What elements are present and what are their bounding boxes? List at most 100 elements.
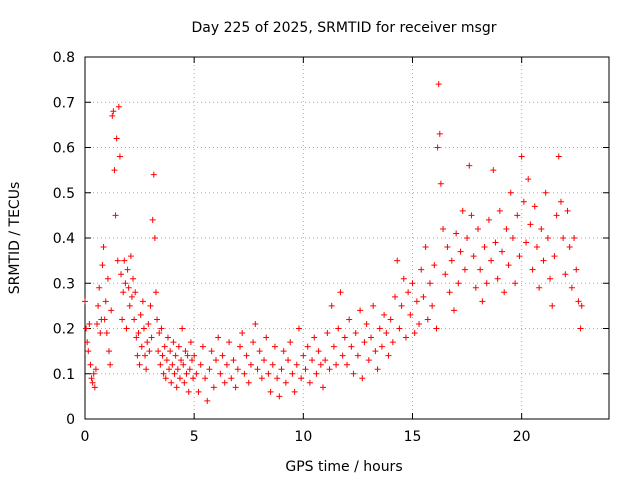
y-tick-label: 0.4 bbox=[53, 231, 75, 247]
data-point bbox=[293, 361, 300, 368]
data-point bbox=[217, 370, 224, 377]
data-point bbox=[210, 384, 217, 391]
data-point bbox=[183, 370, 190, 377]
data-point bbox=[291, 388, 298, 395]
y-axis-ticks: 0 0.1 0.2 0.3 0.4 0.5 0.6 0.7 0.8 bbox=[53, 50, 609, 428]
data-point bbox=[400, 275, 407, 282]
data-point bbox=[540, 257, 547, 264]
data-point bbox=[466, 162, 473, 169]
data-point bbox=[525, 176, 532, 183]
data-point bbox=[422, 244, 429, 251]
data-point bbox=[435, 81, 442, 88]
data-point bbox=[409, 280, 416, 287]
data-point bbox=[485, 216, 492, 223]
data-point bbox=[154, 316, 161, 323]
data-point bbox=[457, 248, 464, 255]
data-point bbox=[140, 325, 147, 332]
data-point bbox=[566, 244, 573, 251]
x-axis-ticks: 0 5 10 15 20 bbox=[81, 57, 531, 445]
data-point bbox=[575, 298, 582, 305]
data-point bbox=[186, 366, 193, 373]
data-point bbox=[368, 334, 375, 341]
data-point bbox=[187, 339, 194, 346]
data-point bbox=[156, 330, 163, 337]
data-point bbox=[138, 343, 145, 350]
data-point bbox=[553, 212, 560, 219]
data-point bbox=[518, 153, 525, 160]
data-point bbox=[385, 352, 392, 359]
data-point bbox=[123, 325, 130, 332]
data-point bbox=[437, 180, 444, 187]
data-point bbox=[108, 307, 115, 314]
data-point bbox=[237, 343, 244, 350]
data-point bbox=[221, 379, 228, 386]
data-point bbox=[578, 302, 585, 309]
data-point bbox=[166, 366, 173, 373]
y-tick-label: 0.5 bbox=[53, 186, 75, 202]
data-point bbox=[271, 343, 278, 350]
data-point bbox=[202, 375, 209, 382]
data-point bbox=[285, 357, 292, 364]
data-point bbox=[168, 379, 175, 386]
data-point bbox=[92, 366, 99, 373]
data-point bbox=[87, 361, 94, 368]
data-point bbox=[185, 388, 192, 395]
data-point bbox=[319, 384, 326, 391]
data-point bbox=[514, 212, 521, 219]
data-point bbox=[195, 388, 202, 395]
data-point bbox=[125, 284, 132, 291]
data-point bbox=[135, 330, 142, 337]
y-tick-label: 0.7 bbox=[53, 95, 75, 111]
data-point bbox=[389, 339, 396, 346]
data-point bbox=[113, 135, 120, 142]
data-point bbox=[372, 348, 379, 355]
y-tick-label: 0 bbox=[66, 412, 75, 428]
data-point bbox=[256, 348, 263, 355]
data-point bbox=[317, 361, 324, 368]
data-point bbox=[157, 361, 164, 368]
data-point bbox=[159, 352, 166, 359]
data-point bbox=[230, 357, 237, 364]
data-point bbox=[265, 370, 272, 377]
data-point bbox=[282, 379, 289, 386]
data-point bbox=[239, 330, 246, 337]
data-point bbox=[174, 366, 181, 373]
data-point bbox=[509, 235, 516, 241]
data-point bbox=[357, 307, 364, 314]
data-point bbox=[94, 320, 101, 327]
data-point bbox=[104, 275, 111, 282]
data-point bbox=[557, 198, 564, 205]
data-point bbox=[555, 153, 562, 160]
data-point bbox=[243, 352, 250, 359]
data-point bbox=[533, 244, 540, 251]
data-point bbox=[190, 375, 197, 382]
data-point bbox=[436, 130, 443, 137]
data-point bbox=[115, 103, 122, 110]
data-point bbox=[442, 271, 449, 278]
data-point bbox=[568, 284, 575, 291]
data-point bbox=[531, 203, 538, 210]
data-point bbox=[304, 343, 311, 350]
data-point bbox=[149, 216, 156, 223]
data-point bbox=[477, 266, 484, 273]
data-point bbox=[180, 361, 187, 368]
data-point bbox=[208, 348, 215, 355]
data-point bbox=[547, 275, 554, 282]
data-point bbox=[346, 316, 353, 323]
x-axis-label: GPS time / hours bbox=[285, 459, 402, 475]
data-point bbox=[464, 235, 471, 241]
data-point bbox=[96, 284, 103, 291]
data-point bbox=[160, 370, 167, 377]
data-point bbox=[459, 207, 466, 214]
data-point bbox=[411, 330, 418, 337]
data-point bbox=[131, 316, 138, 323]
data-point bbox=[110, 108, 117, 115]
data-point bbox=[341, 334, 348, 341]
data-point bbox=[132, 289, 139, 296]
data-point bbox=[424, 316, 431, 323]
data-point bbox=[496, 207, 503, 214]
data-point bbox=[178, 357, 185, 364]
y-tick-label: 0.8 bbox=[53, 50, 75, 66]
data-point bbox=[376, 325, 383, 332]
data-point bbox=[507, 189, 514, 196]
